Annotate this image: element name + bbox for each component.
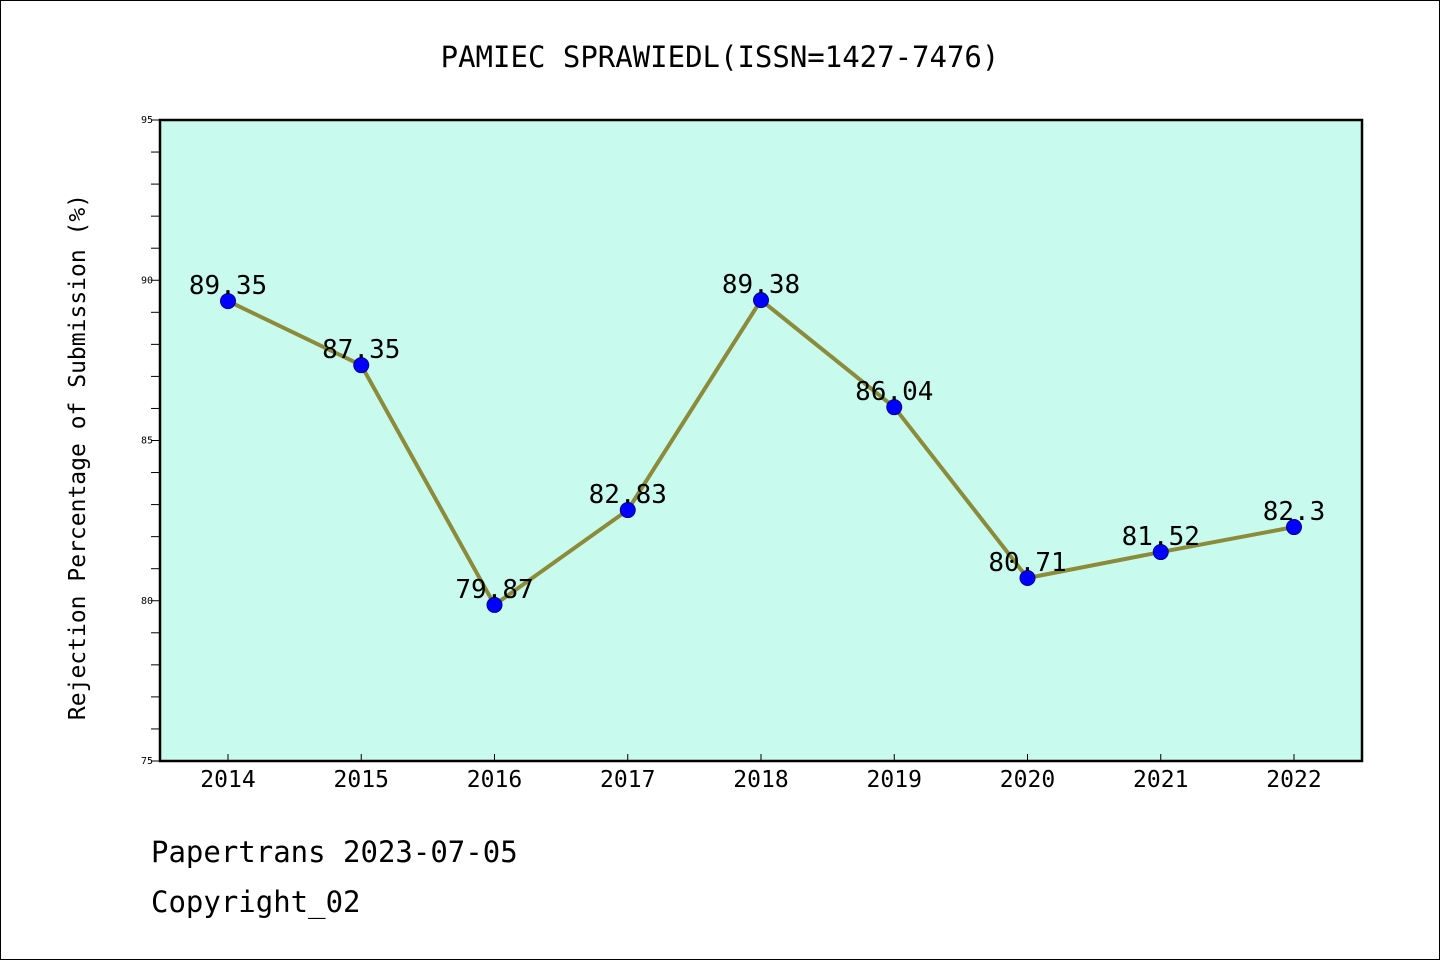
footer-date: Papertrans 2023-07-05 — [151, 835, 518, 869]
y-tick-label: 80 — [141, 596, 153, 607]
x-tick-label: 2016 — [467, 767, 522, 793]
data-point — [753, 292, 769, 309]
data-point — [1286, 519, 1302, 536]
data-point — [619, 502, 636, 519]
data-label: 79.87 — [455, 575, 533, 605]
x-axis-ticks: 2014 2015 2016 2017 2018 2019 2020 2021 2022 — [200, 754, 1322, 793]
plot-area — [158, 118, 1364, 763]
data-label: 82.3 — [1263, 497, 1326, 527]
data-label: 86.04 — [855, 377, 933, 407]
x-tick-label: 2015 — [334, 767, 389, 793]
y-tick-label: 75 — [141, 756, 153, 767]
data-label: 87.35 — [322, 335, 400, 365]
data-point — [486, 596, 503, 613]
x-tick-label: 2020 — [1000, 767, 1055, 793]
x-tick-label: 2019 — [867, 767, 922, 793]
y-axis-label: Rejection Percentage of Submission (%) — [65, 194, 91, 720]
x-tick-label: 2014 — [200, 767, 255, 793]
data-label: 89.38 — [722, 270, 800, 300]
series-layer — [220, 292, 1302, 613]
data-point — [353, 357, 370, 374]
data-label: 80.71 — [988, 548, 1066, 578]
footer-copyright: Copyright_02 — [151, 885, 361, 919]
data-label: 82.83 — [589, 480, 667, 510]
x-tick-label: 2022 — [1266, 767, 1321, 793]
x-tick-label: 2021 — [1133, 767, 1188, 793]
data-point — [220, 293, 236, 310]
data-label: 89.35 — [189, 271, 267, 301]
data-point — [1152, 544, 1169, 561]
y-axis-ticks: 75 80 85 90 95 — [141, 115, 160, 767]
data-label: 81.52 — [1122, 522, 1200, 552]
chart-title: PAMIEC SPRAWIEDL(ISSN=1427-7476) — [441, 40, 1000, 74]
y-tick-label: 90 — [141, 275, 153, 286]
data-point — [886, 399, 903, 416]
y-tick-label: 85 — [141, 436, 153, 447]
y-tick-label: 95 — [141, 115, 153, 126]
x-tick-label: 2017 — [600, 767, 655, 793]
data-point — [1019, 569, 1036, 586]
x-tick-label: 2018 — [733, 767, 788, 793]
data-labels: 89.35 87.35 79.87 82.83 89.38 86.04 80.71 81.52… — [189, 270, 1325, 605]
